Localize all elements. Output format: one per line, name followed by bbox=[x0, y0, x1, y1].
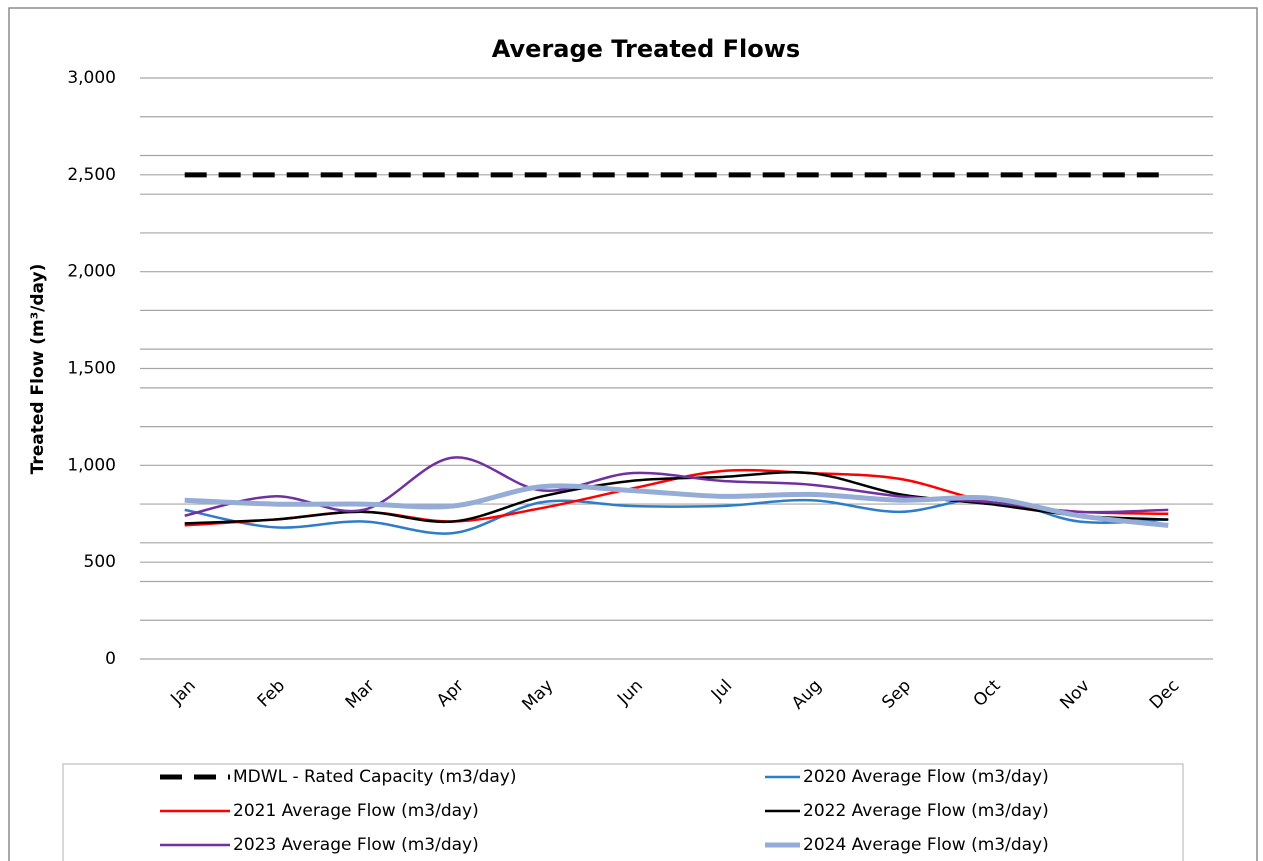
series-line bbox=[184, 456, 1169, 517]
y-tick-label: 3,000 bbox=[67, 68, 116, 88]
y-tick-label: 2,500 bbox=[67, 165, 116, 185]
y-tick-label: 2,000 bbox=[67, 262, 116, 282]
legend-label: 2021 Average Flow (m3/day) bbox=[233, 801, 479, 821]
legend bbox=[62, 763, 1184, 861]
chart-frame bbox=[8, 7, 1258, 861]
series-line bbox=[184, 483, 1169, 528]
y-axis-label: Treated Flow (m³/day) bbox=[28, 264, 48, 475]
legend-label: 2024 Average Flow (m3/day) bbox=[803, 835, 1049, 855]
y-tick-label: 0 bbox=[105, 649, 116, 669]
y-tick-label: 1,000 bbox=[67, 455, 116, 475]
legend-label: 2022 Average Flow (m3/day) bbox=[803, 801, 1049, 821]
y-tick-label: 500 bbox=[84, 552, 116, 572]
y-tick-label: 1,500 bbox=[67, 359, 116, 379]
legend-label: 2020 Average Flow (m3/day) bbox=[803, 767, 1049, 787]
chart-title: Average Treated Flows bbox=[492, 35, 800, 63]
legend-label: 2023 Average Flow (m3/day) bbox=[233, 835, 479, 855]
legend-label: MDWL - Rated Capacity (m3/day) bbox=[233, 767, 517, 787]
